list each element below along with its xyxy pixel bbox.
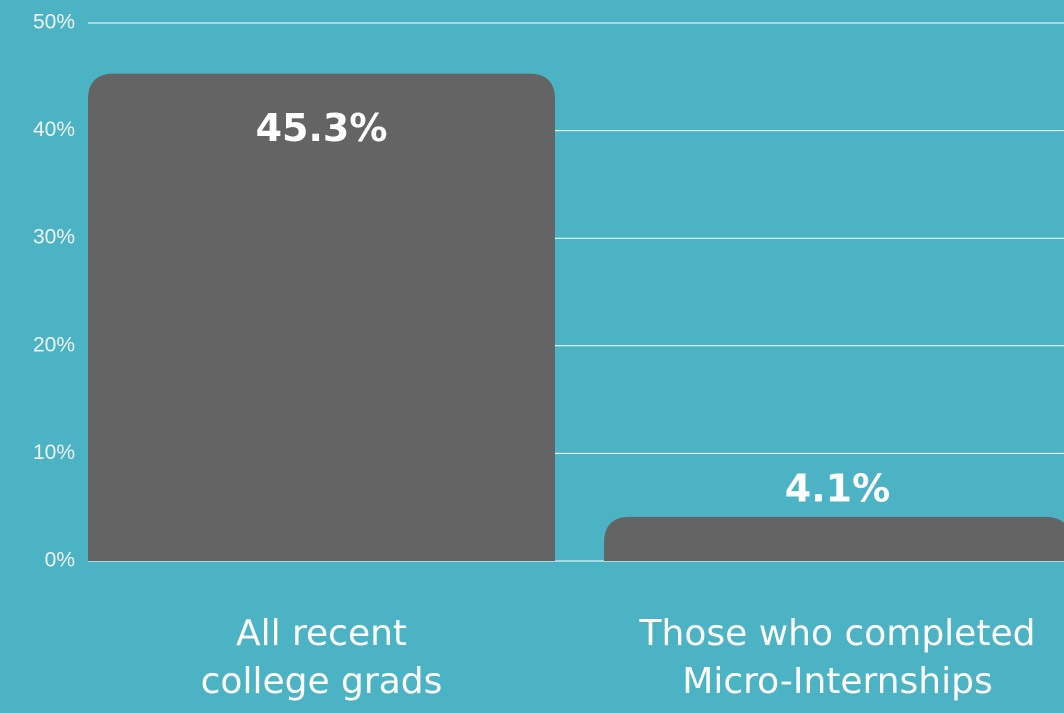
x-tick-label: Those who completed Micro-Internships [639, 613, 1036, 702]
y-tick-label: 10% [33, 441, 75, 464]
y-tick-label: 30% [33, 226, 75, 249]
value-label: 45.3% [256, 106, 388, 150]
y-tick-label: 20% [33, 333, 75, 356]
y-tick-label: 0% [45, 549, 75, 572]
bar [88, 73, 555, 562]
bar [604, 516, 1064, 561]
y-tick-label: 50% [33, 11, 75, 34]
value-label: 4.1% [785, 466, 890, 510]
x-tick-label: All recent college grads [200, 613, 443, 702]
y-tick-label: 40% [33, 118, 75, 141]
